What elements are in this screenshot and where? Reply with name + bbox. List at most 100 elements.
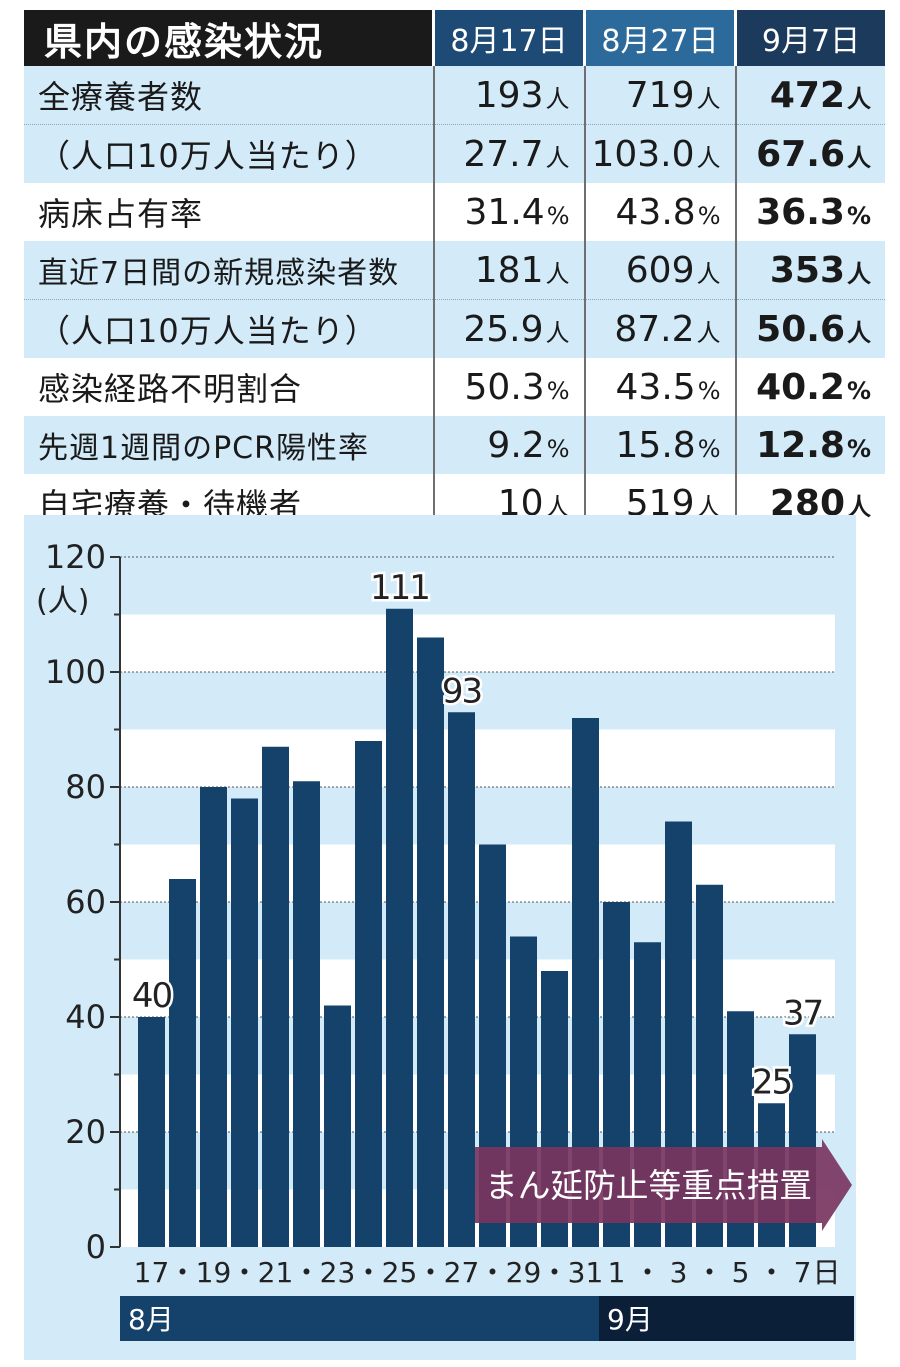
row-label: 病床占有率 — [38, 195, 204, 233]
cell-value: 43.5% — [583, 358, 736, 416]
x-tick-label: 17 — [134, 1256, 170, 1289]
x-tick-label: ・ — [292, 1256, 320, 1289]
bar — [262, 746, 289, 1247]
table-row: 直近7日間の新規感染者数 181人 609人 353人 — [24, 241, 885, 300]
data-label: 25 — [752, 1062, 791, 1102]
x-tick-label: ・ — [478, 1256, 506, 1289]
table-row: 全療養者数 193人 719人 472人 — [24, 66, 885, 125]
cell-value: 609人 — [583, 241, 736, 300]
x-tick-label: 29 — [506, 1256, 542, 1289]
x-tick-label: 19 — [196, 1256, 232, 1289]
cell-value: 67.6人 — [734, 124, 885, 183]
bar — [355, 741, 382, 1247]
y-tick-label: 120 — [45, 538, 106, 576]
cell-value: 27.7人 — [432, 124, 585, 183]
table-row: （人口10万人当たり） 25.9人 87.2人 50.6人 — [24, 299, 885, 358]
x-tick-label: ・ — [230, 1256, 258, 1289]
bar — [324, 1005, 351, 1247]
x-tick-label: 31 — [568, 1256, 604, 1289]
x-tick-label: 1 — [608, 1256, 626, 1289]
y-tick-label: 40 — [65, 998, 106, 1036]
y-tick-label: 20 — [65, 1113, 106, 1151]
row-label: 全療養者数 — [24, 66, 434, 125]
x-tick-label: 3 — [670, 1256, 688, 1289]
bar — [386, 608, 413, 1247]
table-row: 病床占有率 31.4% 43.8% 36.3% — [24, 183, 885, 241]
cell-value: 103.0人 — [583, 124, 736, 183]
data-label: 111 — [370, 568, 429, 608]
month-label: 8月 — [128, 1303, 174, 1336]
cell-value: 43.8% — [583, 183, 736, 241]
cell-value: 50.3% — [432, 358, 585, 416]
annotation-label: まん延防止等重点措置 — [485, 1166, 812, 1205]
grid-band — [120, 729, 835, 787]
table-title: 県内の感染状況 — [24, 10, 434, 66]
grid-band — [120, 614, 835, 672]
data-label: 37 — [783, 993, 822, 1033]
data-label: 93 — [442, 671, 481, 711]
x-tick-label: 27 — [444, 1256, 480, 1289]
month-label: 9月 — [607, 1303, 653, 1336]
cell-value: 50.6人 — [734, 299, 885, 358]
bar — [417, 637, 444, 1247]
row-label: 先週1週間のPCR陽性率 — [24, 416, 434, 474]
cell-value: 15.8% — [583, 416, 736, 474]
y-tick-label: 80 — [65, 768, 106, 806]
x-tick-label: ・ — [416, 1256, 444, 1289]
bar — [169, 879, 196, 1247]
x-tick-label: 7 — [794, 1256, 812, 1289]
month-band — [120, 1296, 599, 1341]
x-tick-label: 5 — [732, 1256, 750, 1289]
cell-value: 9.2% — [432, 416, 585, 474]
x-tick-label: ・ — [168, 1256, 196, 1289]
column-header-aug27: 8月27日 — [583, 10, 736, 66]
x-tick-label: ・ — [757, 1256, 785, 1289]
bar — [448, 712, 475, 1247]
bar — [231, 798, 258, 1247]
x-tick-label: ・ — [695, 1256, 723, 1289]
cell-value: 31.4% — [432, 183, 585, 241]
row-label: 直近7日間の新規感染者数 — [24, 241, 434, 300]
cell-value: 40.2% — [734, 358, 885, 416]
x-tick-label: 25 — [382, 1256, 418, 1289]
bar — [293, 781, 320, 1247]
row-label: （人口10万人当たり） — [24, 124, 434, 183]
cell-value: 181人 — [432, 241, 585, 300]
y-tick-label: 60 — [65, 883, 106, 921]
x-tick-label: ・ — [540, 1256, 568, 1289]
x-tick-label: 23 — [320, 1256, 356, 1289]
table-header-row: 県内の感染状況 8月17日 8月27日 9月7日 — [24, 10, 885, 66]
cell-value: 36.3% — [734, 183, 885, 241]
cell-value: 25.9人 — [432, 299, 585, 358]
x-tick-label: 21 — [258, 1256, 294, 1289]
cell-value: 472人 — [734, 66, 885, 125]
table-row: 先週1週間のPCR陽性率 9.2% 15.8% 12.8% — [24, 416, 885, 474]
column-header-aug17: 8月17日 — [432, 10, 585, 66]
table-row: （人口10万人当たり） 27.7人 103.0人 67.6人 — [24, 124, 885, 183]
daily-cases-chart: 0 20 40 60 80 100 120 (人) 40 111 93 25 37 まん延防止等重点措置 1… — [24, 515, 856, 1360]
annotation-arrow — [475, 1139, 852, 1231]
cell-value: 719人 — [583, 66, 736, 125]
grid-band — [120, 844, 835, 902]
cell-value: 87.2人 — [583, 299, 736, 358]
cell-value: 353人 — [734, 241, 885, 300]
data-label: 40 — [132, 976, 172, 1016]
infection-status-table: 県内の感染状況 8月17日 8月27日 9月7日 全療養者数 193人 719人… — [24, 10, 885, 532]
daily-cases-bar-chart: 020406080100120(人)40111932537まん延防止等重点措置1… — [36, 538, 854, 1341]
grid-band — [120, 959, 835, 1017]
y-tick-label: 100 — [45, 653, 106, 691]
y-axis-unit: (人) — [36, 584, 89, 619]
row-label: 感染経路不明割合 — [38, 370, 303, 408]
bar — [200, 787, 227, 1247]
cell-value: 12.8% — [734, 416, 885, 474]
column-header-sep7: 9月7日 — [734, 10, 885, 66]
bar — [138, 1017, 165, 1247]
table-row: 感染経路不明割合 50.3% 43.5% 40.2% — [24, 358, 885, 416]
y-tick-label: 0 — [86, 1228, 106, 1266]
cell-value: 193人 — [432, 66, 585, 125]
month-band — [599, 1296, 854, 1341]
row-label: （人口10万人当たり） — [24, 299, 434, 358]
x-tick-label: ・ — [633, 1256, 661, 1289]
x-tick-label: ・ — [354, 1256, 382, 1289]
x-axis-unit: 日 — [812, 1256, 840, 1289]
